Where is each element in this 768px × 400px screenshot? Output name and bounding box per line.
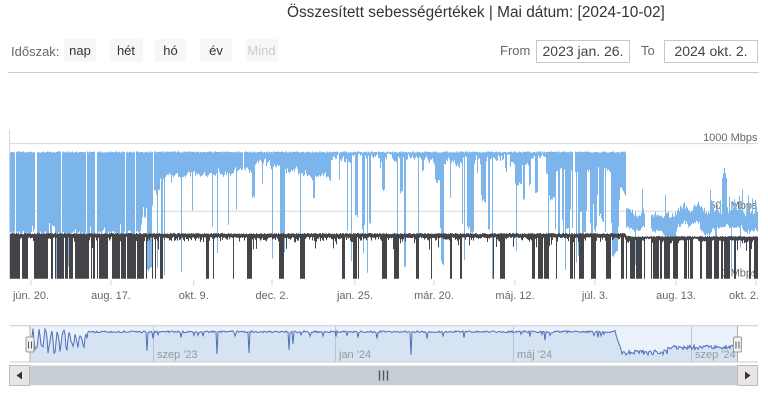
svg-text:máj '24: máj '24 [517, 349, 552, 361]
svg-text:0 Mbps: 0 Mbps [721, 267, 758, 279]
svg-text:jan '24: jan '24 [338, 349, 371, 361]
svg-text:500 Mbps: 500 Mbps [709, 200, 758, 212]
svg-text:szep '23: szep '23 [157, 349, 198, 361]
svg-text:máj. 12.: máj. 12. [495, 290, 534, 302]
svg-text:1000 Mbps: 1000 Mbps [703, 132, 758, 144]
svg-text:aug. 13.: aug. 13. [656, 290, 696, 302]
svg-text:okt. 9.: okt. 9. [179, 290, 209, 302]
svg-text:okt. 2.: okt. 2. [729, 290, 759, 302]
svg-text:szep '24: szep '24 [695, 349, 736, 361]
svg-text:dec. 2.: dec. 2. [255, 290, 288, 302]
svg-text:már. 20.: már. 20. [414, 290, 454, 302]
svg-text:júl. 3.: júl. 3. [581, 290, 608, 302]
svg-text:jún. 20.: jún. 20. [12, 290, 49, 302]
svg-text:aug. 17.: aug. 17. [91, 290, 131, 302]
svg-text:jan. 25.: jan. 25. [336, 290, 373, 302]
